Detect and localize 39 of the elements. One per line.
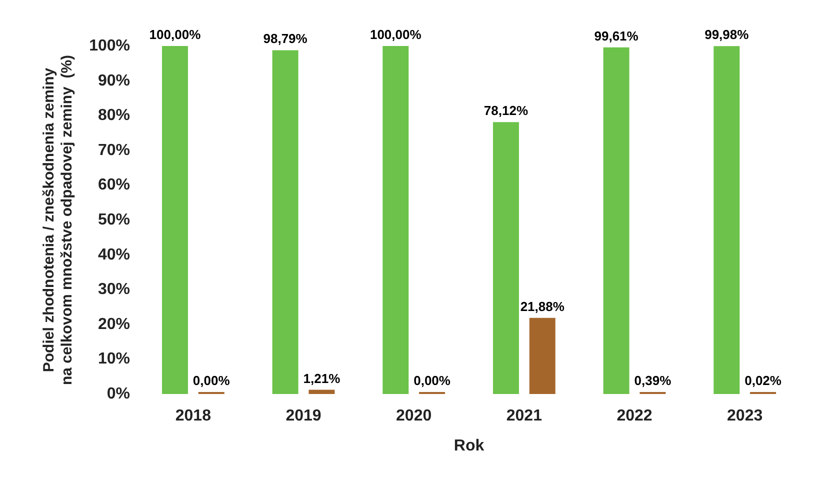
y-axis-title: Podiel zhodnotenia / zneškodnenia zeminy na celkovom množstve odpadovej zeminy (%) bbox=[40, 54, 76, 386]
bar bbox=[714, 46, 740, 394]
y-tick-label: 80% bbox=[98, 107, 130, 124]
data-label: 78,12% bbox=[484, 103, 528, 118]
x-axis-title: Rok bbox=[454, 438, 484, 454]
bar bbox=[603, 47, 630, 394]
y-tick-label: 70% bbox=[98, 142, 130, 159]
x-tick-label: 2023 bbox=[727, 408, 763, 424]
data-label: 100,00% bbox=[370, 27, 422, 42]
y-tick-label: 40% bbox=[98, 246, 130, 264]
data-label: 98,79% bbox=[263, 31, 308, 46]
data-label: 99,61% bbox=[594, 28, 639, 44]
y-tick-label: 50% bbox=[98, 212, 130, 228]
bar bbox=[272, 50, 298, 394]
x-tick-label: 2021 bbox=[506, 408, 542, 424]
x-tick-label: 2018 bbox=[175, 408, 212, 424]
bar bbox=[529, 318, 556, 394]
data-label: 0,00% bbox=[414, 373, 451, 388]
data-label: 0,39% bbox=[634, 373, 672, 388]
data-label: 1,21% bbox=[303, 370, 341, 386]
y-tick-label: 10% bbox=[98, 350, 130, 368]
data-label: 100,00% bbox=[149, 27, 202, 42]
y-tick-label: 90% bbox=[98, 72, 130, 90]
data-label: 21,88% bbox=[520, 298, 565, 314]
data-label: 0,00% bbox=[192, 373, 230, 388]
x-tick-label: 2019 bbox=[286, 408, 322, 424]
y-tick-label: 100% bbox=[89, 38, 130, 54]
x-tick-label: 2020 bbox=[396, 408, 432, 424]
data-label: 99,98% bbox=[704, 27, 750, 42]
y-tick-label: 60% bbox=[98, 176, 130, 194]
y-tick-label: 0% bbox=[106, 386, 130, 402]
y-tick-label: 30% bbox=[98, 281, 130, 298]
x-tick-label: 2022 bbox=[616, 408, 652, 424]
y-tick-label: 20% bbox=[98, 316, 130, 333]
bar bbox=[382, 46, 409, 394]
bar bbox=[308, 390, 335, 394]
bar bbox=[162, 46, 188, 394]
bar bbox=[492, 122, 519, 394]
data-label: 0,02% bbox=[744, 373, 782, 388]
